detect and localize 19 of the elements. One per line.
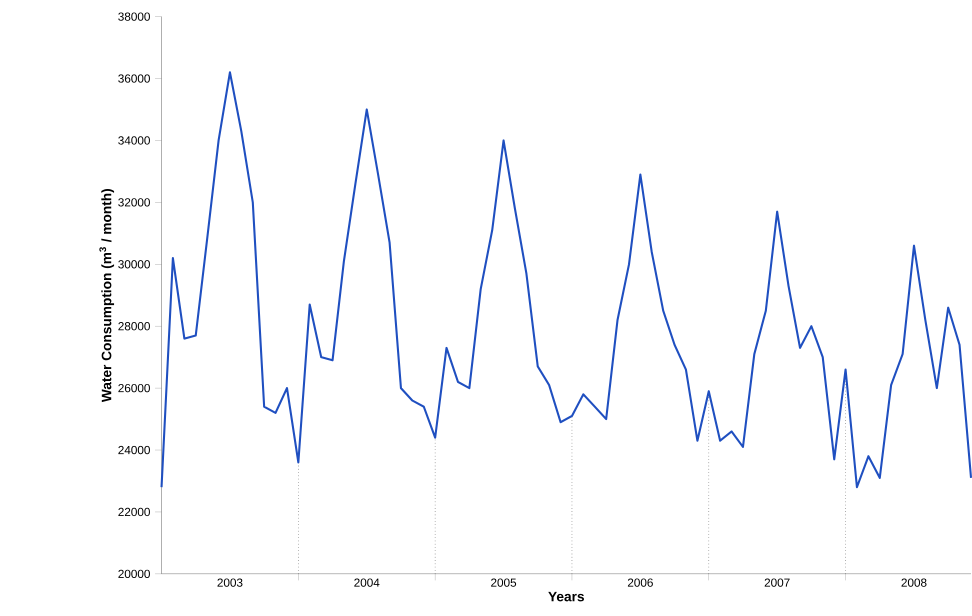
x-tick-label: 2008 (902, 578, 927, 587)
y-tick-label: 38000 (118, 12, 150, 21)
y-axis-title: Water Consumption (m$^{3}$ / month) (99, 189, 114, 402)
x-tick-label: 2005 (491, 578, 516, 587)
x-tick-label: 2006 (628, 578, 653, 587)
x-tick-label: 2007 (764, 578, 790, 587)
y-tick-label: 22000 (118, 508, 150, 516)
y-tick-label: 34000 (118, 136, 150, 145)
y-tick-label: 26000 (118, 384, 150, 392)
line-series (160, 71, 972, 488)
y-tick-label: 24000 (118, 446, 150, 454)
x-axis-title: Years (548, 592, 584, 602)
y-tick-label: 20000 (118, 570, 150, 578)
y-tick-label: 30000 (118, 260, 150, 268)
y-tick-label: 28000 (118, 322, 150, 330)
x-tick-label: 2003 (217, 578, 242, 587)
y-tick-label: 32000 (118, 198, 150, 207)
y-tick-label: 36000 (118, 74, 150, 83)
x-tick-label: 2004 (354, 578, 380, 587)
